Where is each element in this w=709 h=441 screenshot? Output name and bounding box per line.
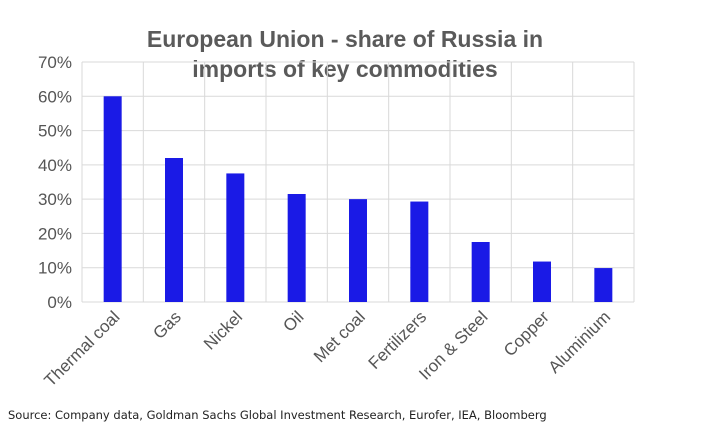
x-tick-label: Nickel [200,307,246,353]
x-tick-label: Aluminium [545,307,615,377]
y-tick-label: 0% [47,293,72,312]
source-note: Source: Company data, Goldman Sachs Glob… [8,408,547,422]
x-tick-label: Copper [500,307,553,360]
bar-iron-steel [471,242,490,302]
chart-title-line-2: imports of key commodities [192,56,498,82]
y-tick-label: 30% [38,190,72,209]
x-tick-label: Thermal coal [41,307,124,390]
x-tick-label: Met coal [310,307,369,366]
chart-title-line-1: European Union - share of Russia in [146,26,544,52]
y-tick-label: 70% [38,53,72,72]
y-tick-label: 50% [38,122,72,141]
bar-aluminium [594,268,613,302]
y-tick-label: 60% [38,87,72,106]
bar-oil [287,194,306,302]
y-tick-label: 40% [38,156,72,175]
bar-nickel [226,173,245,302]
y-tick-label: 20% [38,224,72,243]
chart-title: European Union - share of Russia in impo… [80,24,610,84]
bar-fertilizers [410,201,429,302]
y-tick-label: 10% [38,259,72,278]
bar-met-coal [349,199,367,302]
bar-thermal-coal [103,96,122,303]
bar-gas [165,158,183,302]
bar-copper [533,261,551,302]
x-tick-label: Gas [149,307,184,342]
x-tick-label: Fertilizers [365,307,431,373]
x-tick-label: Oil [279,307,307,335]
